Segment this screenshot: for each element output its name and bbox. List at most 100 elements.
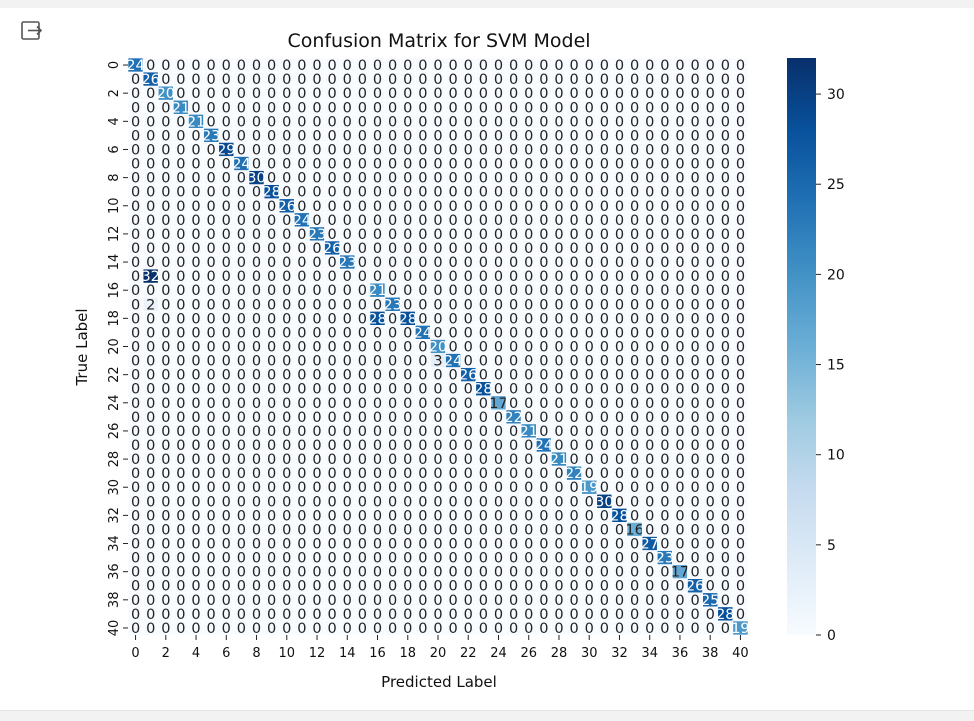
cell-value: 0 <box>388 86 397 102</box>
cell-value: 0 <box>449 114 458 130</box>
y-tick-label: 12 <box>107 226 122 243</box>
cell-value: 0 <box>403 621 412 637</box>
x-tick-label: 30 <box>581 646 598 661</box>
cell-value: 0 <box>721 86 730 102</box>
cell-value: 0 <box>328 100 337 116</box>
cell-value: 0 <box>237 72 246 88</box>
cell-value: 0 <box>297 100 306 116</box>
y-tick-label: 14 <box>107 254 122 271</box>
cell-value: 0 <box>585 114 594 130</box>
colorbar-tick-label: 5 <box>827 538 836 554</box>
cell-value: 0 <box>207 58 216 74</box>
cell-value: 0 <box>706 100 715 116</box>
cell-value: 0 <box>312 128 321 144</box>
cell-value: 0 <box>736 114 745 130</box>
cell-value: 0 <box>736 86 745 102</box>
cell-value: 0 <box>585 128 594 144</box>
cell-value: 0 <box>267 114 276 130</box>
cell-value: 0 <box>161 114 170 130</box>
cell-value: 0 <box>282 58 291 74</box>
cell-value: 0 <box>388 72 397 88</box>
cell-value: 0 <box>191 72 200 88</box>
cell-value: 0 <box>449 100 458 116</box>
y-tick-label: 32 <box>107 507 122 524</box>
x-tick-label: 26 <box>520 646 537 661</box>
cell-value: 0 <box>736 58 745 74</box>
cell-value: 0 <box>328 86 337 102</box>
cell-value: 0 <box>509 86 518 102</box>
cell-value: 0 <box>569 86 578 102</box>
cell-value: 0 <box>464 86 473 102</box>
cell-value: 0 <box>539 72 548 88</box>
cell-value: 0 <box>433 621 442 637</box>
cell-value: 0 <box>479 621 488 637</box>
cell-value: 0 <box>660 58 669 74</box>
cell-value: 0 <box>569 128 578 144</box>
cell-value: 0 <box>449 72 458 88</box>
y-tick-label: 0 <box>107 61 122 69</box>
cell-value: 0 <box>373 58 382 74</box>
x-tick-label: 32 <box>611 646 628 661</box>
cell-value: 0 <box>297 114 306 130</box>
cell-value: 0 <box>675 72 684 88</box>
cell-value: 0 <box>479 128 488 144</box>
cell-value: 0 <box>721 72 730 88</box>
cell-value: 0 <box>312 72 321 88</box>
cell-value: 0 <box>630 621 639 637</box>
cell-value: 0 <box>297 72 306 88</box>
cell-value: 0 <box>131 114 140 130</box>
cell-value: 0 <box>464 72 473 88</box>
x-tick-label: 18 <box>399 646 416 661</box>
y-tick-label: 36 <box>107 563 122 580</box>
cell-value: 0 <box>237 114 246 130</box>
cell-value: 0 <box>721 100 730 116</box>
cell-value: 23 <box>202 128 220 144</box>
cell-value: 0 <box>191 100 200 116</box>
y-axis-label: True Label <box>73 308 91 386</box>
cell-value: 0 <box>524 100 533 116</box>
cell-value: 0 <box>146 114 155 130</box>
cell-value: 0 <box>131 621 140 637</box>
cell-value: 0 <box>585 72 594 88</box>
colorbar-tick-label: 30 <box>827 87 845 103</box>
cell-bottom-border <box>0 710 974 721</box>
cell-value: 0 <box>660 72 669 88</box>
cell-value: 0 <box>630 100 639 116</box>
colorbar-ticks: 0 5 10 15 20 25 30 <box>816 87 845 644</box>
cell-value: 0 <box>615 100 624 116</box>
cell-value: 0 <box>161 58 170 74</box>
x-tick-label: 0 <box>131 646 139 661</box>
y-tick-label: 40 <box>107 620 122 637</box>
cell-value: 0 <box>312 100 321 116</box>
cell-value: 0 <box>252 128 261 144</box>
cell-value: 19 <box>731 621 749 637</box>
cell-value: 0 <box>600 621 609 637</box>
colorbar-tick-label: 0 <box>827 628 836 644</box>
cell-value: 0 <box>267 128 276 144</box>
cell-value: 0 <box>675 114 684 130</box>
output-expand-icon[interactable] <box>19 19 45 45</box>
cell-value: 0 <box>630 114 639 130</box>
cell-value: 0 <box>312 114 321 130</box>
x-tick-label: 28 <box>551 646 568 661</box>
cell-value: 0 <box>176 128 185 144</box>
cell-value: 0 <box>706 72 715 88</box>
cell-value: 0 <box>690 621 699 637</box>
cell-value: 0 <box>418 58 427 74</box>
cell-value: 0 <box>222 114 231 130</box>
cell-value: 0 <box>554 621 563 637</box>
cell-value: 0 <box>146 58 155 74</box>
cell-value: 0 <box>706 86 715 102</box>
cell-value: 0 <box>494 100 503 116</box>
x-tick-label: 16 <box>369 646 386 661</box>
cell-value: 0 <box>373 114 382 130</box>
cell-value: 0 <box>600 86 609 102</box>
cell-value: 0 <box>282 86 291 102</box>
cell-value: 0 <box>418 114 427 130</box>
cell-value: 0 <box>161 72 170 88</box>
cell-value: 0 <box>131 86 140 102</box>
y-tick-label: 4 <box>107 117 122 125</box>
cell-value: 0 <box>358 114 367 130</box>
colorbar-tick-label: 25 <box>827 177 845 193</box>
x-tick-label: 6 <box>222 646 230 661</box>
